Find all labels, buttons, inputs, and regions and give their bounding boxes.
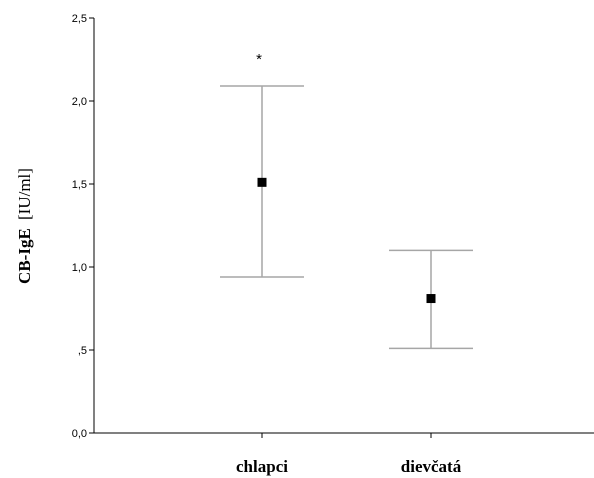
x-category-label: chlapci xyxy=(236,457,288,476)
error-bars xyxy=(220,85,473,350)
mean-marker xyxy=(426,294,436,304)
y-tick-label: 2,0 xyxy=(72,96,87,108)
y-ticks: 0,0 ,5 1,0 1,5 2,0 2,5 xyxy=(72,13,94,440)
y-tick-label: 2,5 xyxy=(72,13,87,25)
x-ticks: chlapci dievčatá xyxy=(236,433,462,476)
y-axis-label: CB-IgE [IU/ml] xyxy=(15,168,34,284)
y-tick-label: 0,0 xyxy=(72,428,87,440)
y-axis-label-bold: CB-IgE xyxy=(15,228,34,284)
significance-marker: * xyxy=(256,51,262,68)
mean-marker xyxy=(257,177,267,187)
y-tick-label: 1,5 xyxy=(72,179,87,191)
annotations: * xyxy=(256,51,262,68)
axes xyxy=(93,18,594,434)
markers xyxy=(257,177,436,304)
y-tick-label: ,5 xyxy=(78,345,87,357)
y-tick-label: 1,0 xyxy=(72,262,87,274)
y-axis-label-unit: [IU/ml] xyxy=(15,168,34,220)
x-category-label: dievčatá xyxy=(401,457,462,476)
